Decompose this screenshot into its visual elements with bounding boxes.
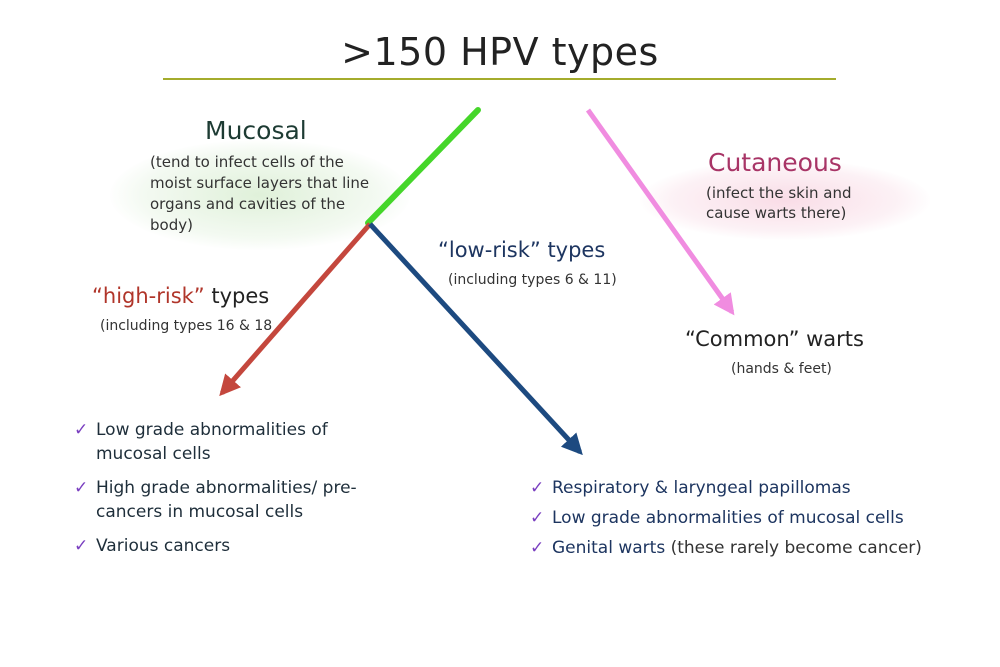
list-item-text: Various cancers [96, 536, 231, 556]
list-item: ✓ Low grade abnormalities of mucosal cell… [74, 418, 394, 466]
mucosal-description: (tend to infect cells of the moist surfa… [150, 153, 370, 234]
checkmark-icon: ✓ [74, 478, 89, 498]
list-item-note: (these rarely become cancer) [665, 538, 922, 558]
low-risk-outcomes-list: ✓ Respiratory & laryngeal papillomas ✓ Low… [530, 476, 970, 566]
low-risk-heading: “low-risk” types [438, 238, 606, 262]
cutaneous-description: (infect the skin and cause warts there) [706, 184, 852, 222]
list-item-text: Low grade abnormalities of mucosal cells [552, 508, 904, 528]
high-risk-arrow [219, 222, 372, 397]
list-item-text: High grade abnormalities/ pre-cancers in… [96, 478, 357, 522]
list-item-text: Genital warts [552, 538, 666, 558]
list-item-text: Low grade abnormalities of mucosal cells [96, 420, 328, 464]
checkmark-icon: ✓ [74, 420, 89, 440]
list-item: ✓ Various cancers [74, 534, 394, 558]
checkmark-icon: ✓ [530, 538, 545, 558]
high-risk-heading: “high-risk” types [92, 284, 269, 308]
mucosal-heading: Mucosal [205, 116, 307, 145]
high-risk-outcomes-list: ✓ Low grade abnormalities of mucosal cell… [74, 418, 394, 568]
low-risk-arrow [368, 222, 583, 456]
list-item: ✓ Respiratory & laryngeal papillomas [530, 476, 970, 500]
list-item: ✓ High grade abnormalities/ pre-cancers i… [74, 476, 394, 524]
checkmark-icon: ✓ [530, 478, 545, 498]
checkmark-icon: ✓ [530, 508, 545, 528]
high-risk-quoted: “high-risk” [92, 284, 205, 308]
checkmark-icon: ✓ [74, 536, 89, 556]
mucosal-branch-line [365, 107, 481, 226]
cutaneous-highlight [640, 160, 930, 240]
common-warts-subtext: (hands & feet) [731, 361, 832, 377]
diagram-title: >150 HPV types [341, 30, 659, 74]
high-risk-subtext: (including types 16 & 18 [100, 318, 273, 334]
list-item-text: Respiratory & laryngeal papillomas [552, 478, 851, 498]
list-item: ✓ Low grade abnormalities of mucosal cell… [530, 506, 970, 530]
common-warts-heading: “Common” warts [685, 327, 864, 351]
cutaneous-arrow [585, 108, 735, 316]
cutaneous-heading: Cutaneous [708, 148, 842, 177]
title-underline [163, 78, 836, 80]
list-item: ✓ Genital warts (these rarely become canc… [530, 536, 970, 560]
high-risk-heading-rest: types [204, 284, 270, 308]
low-risk-subtext: (including types 6 & 11) [448, 272, 617, 288]
